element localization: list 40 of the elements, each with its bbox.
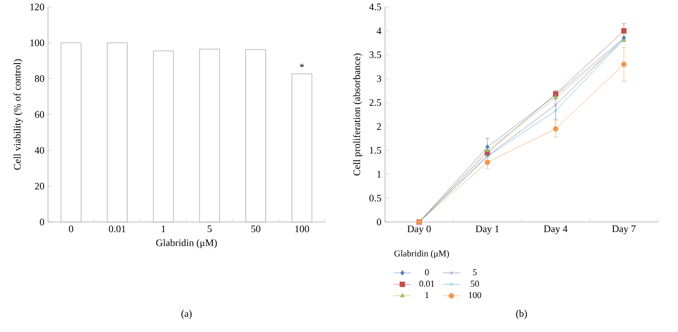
x-tick-label: 0.01: [108, 226, 126, 232]
y-tick-label: 1.5: [370, 146, 382, 154]
y-tick-label: 4: [376, 28, 382, 34]
legend-label: 0: [424, 269, 429, 276]
text: (a): [181, 310, 192, 319]
y-tick-label: 60: [34, 111, 44, 118]
y-tick-label: 100: [30, 39, 44, 46]
y-tick-label: 0.5: [369, 194, 382, 202]
x-tick-label: 50: [251, 226, 260, 232]
y-tick-label: 80: [34, 75, 44, 82]
x-tick-label: Day 0: [407, 226, 431, 234]
legend-label: 1: [425, 292, 429, 298]
legend-label: 0.01: [419, 280, 434, 287]
y-axis-title: Cell proliferation (absorbance): [353, 54, 362, 176]
y-tick-label: 4.5: [369, 4, 382, 10]
x-axis-title: Glabridin (μM): [156, 239, 217, 248]
x-tick-label: Day 7: [612, 226, 636, 234]
y-tick-label: 20: [34, 182, 44, 190]
y-tick-label: 120: [30, 4, 44, 10]
legend-label: 100: [468, 292, 482, 298]
y-tick-label: 0: [40, 218, 44, 226]
x-tick-label: 0: [68, 226, 74, 232]
x-tick-label: 1: [162, 226, 166, 232]
y-tick-label: 2: [376, 123, 381, 130]
legend-label: 5: [473, 269, 477, 276]
y-tick-label: 0: [376, 218, 382, 226]
y-tick-label: 3.5: [370, 51, 382, 58]
x-tick-label: Day 1: [476, 226, 499, 234]
annotation: *: [300, 64, 304, 68]
y-tick-label: 40: [34, 146, 44, 154]
x-tick-label: Day 4: [544, 226, 568, 234]
y-tick-label: 2.5: [369, 99, 382, 106]
y-tick-label: 3: [376, 75, 382, 82]
y-tick-label: 1: [377, 170, 381, 178]
y-axis-title: Cell viability (% of control): [14, 59, 23, 170]
legend-label: 50: [470, 280, 479, 287]
text: (b): [516, 310, 527, 319]
x-tick-label: 100: [295, 226, 310, 232]
x-tick-label: 5: [208, 226, 212, 232]
legend-title: Glabridin (μM): [394, 250, 449, 258]
